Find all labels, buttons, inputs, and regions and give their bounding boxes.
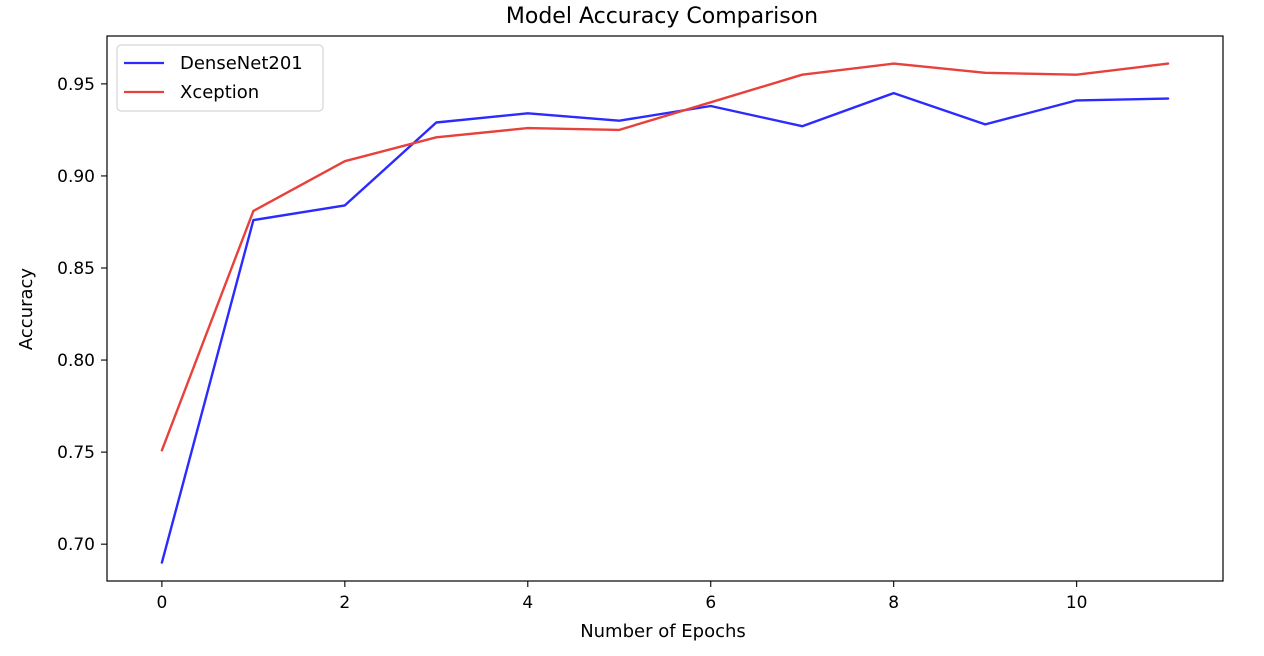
- series-line-densenet201: [160, 91, 1170, 564]
- series-lines: [160, 62, 1170, 564]
- y-tick-label: 0.85: [57, 259, 95, 279]
- legend-box: [116, 44, 324, 112]
- y-tick-label: 0.70: [57, 535, 95, 555]
- x-tick-label: 2: [339, 593, 350, 613]
- legend: DenseNet201 Xception: [116, 44, 324, 112]
- plot-frame: [106, 35, 1224, 582]
- y-tick-label: 0.95: [57, 75, 95, 95]
- y-axis-ticks: 0.70 0.75 0.80 0.85 0.90 0.95: [57, 75, 107, 555]
- series-line-xception: [160, 62, 1170, 452]
- y-tick-label: 0.75: [57, 443, 95, 463]
- x-axis-ticks: 0 2 4 6 8 10: [156, 581, 1087, 613]
- x-tick-label: 4: [522, 593, 533, 613]
- legend-label-densenet201: DenseNet201: [180, 53, 303, 74]
- y-tick-label: 0.80: [57, 351, 95, 371]
- x-tick-label: 6: [705, 593, 716, 613]
- y-tick-label: 0.90: [57, 167, 95, 187]
- x-axis-label: Number of Epochs: [580, 621, 746, 642]
- legend-label-xception: Xception: [180, 82, 259, 103]
- x-tick-label: 0: [156, 593, 167, 613]
- chart-title: Model Accuracy Comparison: [506, 4, 818, 29]
- y-axis-label: Accuracy: [16, 268, 37, 351]
- x-tick-label: 8: [888, 593, 899, 613]
- x-tick-label: 10: [1066, 593, 1088, 613]
